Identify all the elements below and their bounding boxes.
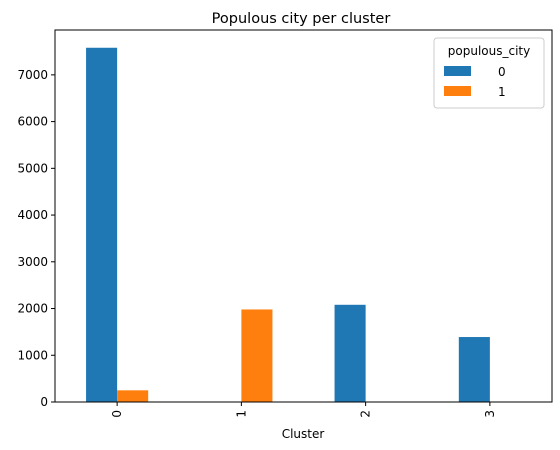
y-tick-label: 2000 — [17, 302, 48, 316]
y-tick-label: 4000 — [17, 208, 48, 222]
y-tick-label: 1000 — [17, 348, 48, 362]
x-axis: 0 1 2 3 — [110, 402, 497, 418]
bar-series-0-cluster-3 — [458, 337, 490, 402]
x-tick-label: 2 — [359, 410, 373, 418]
legend-title: populous_city — [448, 44, 530, 58]
legend: populous_city 0 1 — [433, 37, 545, 109]
bar-series-1-cluster-1 — [241, 309, 273, 402]
y-tick-label: 5000 — [17, 161, 48, 175]
y-tick-label: 0 — [40, 395, 48, 409]
x-tick-label: 1 — [234, 410, 248, 418]
chart-title: Populous city per cluster — [212, 11, 391, 27]
legend-swatch-0 — [444, 66, 471, 76]
y-tick-label: 7000 — [17, 68, 48, 82]
bar-series-0-cluster-0 — [86, 47, 118, 403]
bar-series-0-cluster-2 — [334, 304, 366, 402]
legend-label-0: 0 — [498, 65, 506, 79]
legend-label-1: 1 — [498, 85, 506, 99]
x-tick-label: 3 — [483, 410, 497, 418]
x-tick-label: 0 — [110, 410, 124, 418]
bar-series-1-cluster-0 — [117, 390, 149, 402]
x-axis-title: Cluster — [282, 427, 325, 441]
plot-frame — [54, 29, 553, 403]
y-tick-label: 3000 — [17, 255, 48, 269]
y-tick-label: 6000 — [17, 115, 48, 129]
bars-group — [86, 47, 490, 403]
legend-swatch-1 — [444, 86, 471, 96]
y-axis: 0 1000 2000 3000 4000 5000 6000 7000 — [17, 68, 55, 409]
